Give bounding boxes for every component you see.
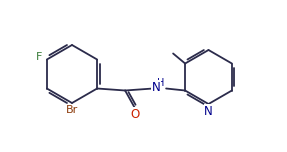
Text: O: O <box>131 108 140 121</box>
Text: N: N <box>152 81 160 94</box>
Text: F: F <box>36 52 42 62</box>
Text: N: N <box>204 105 213 117</box>
Text: Br: Br <box>66 105 78 115</box>
Text: H: H <box>158 78 165 88</box>
